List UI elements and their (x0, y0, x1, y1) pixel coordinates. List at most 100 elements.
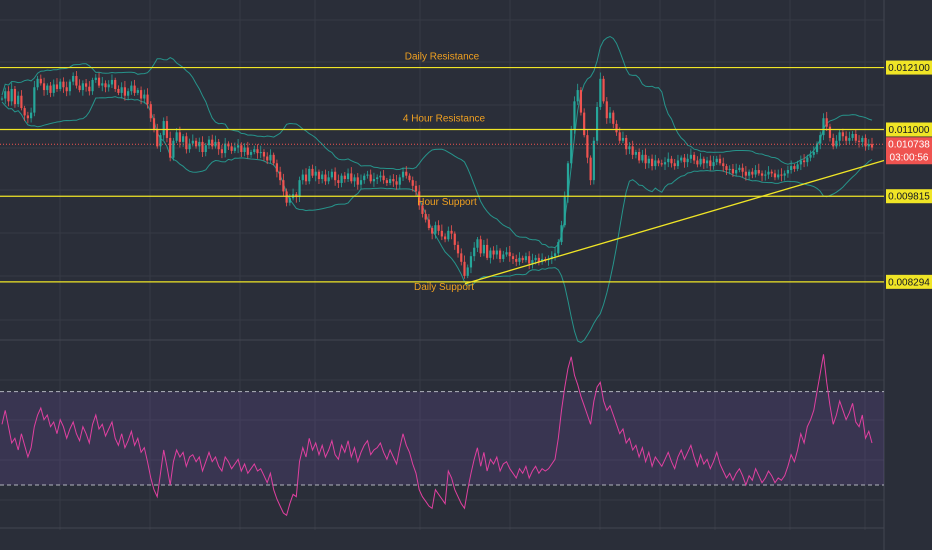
candle-body (854, 134, 857, 141)
candle-body (625, 137, 628, 150)
candle (673, 158, 676, 170)
candle (693, 151, 696, 165)
candle (366, 170, 369, 179)
candle (751, 168, 754, 179)
candle-body (91, 79, 94, 92)
candle (702, 156, 705, 169)
candle (75, 71, 78, 89)
candle-body (828, 126, 832, 138)
candle-body (156, 129, 159, 147)
candle (735, 163, 738, 177)
candle-body (68, 81, 72, 92)
candle-body (809, 154, 812, 158)
candle (579, 87, 583, 116)
rsi-panel (0, 354, 884, 517)
candle (450, 225, 453, 240)
candle-body (7, 91, 10, 102)
bollinger-bands (1, 35, 873, 344)
candle-body (505, 252, 508, 255)
trendline-group (464, 159, 885, 285)
candle-body (612, 112, 615, 124)
candle (835, 135, 838, 149)
candle-body (686, 158, 689, 163)
candle (49, 81, 52, 98)
candle-body (424, 213, 427, 220)
4-hour-resistance-axis-value: 0.011000 (889, 125, 930, 136)
candle-body (10, 88, 13, 102)
candle-body (498, 250, 502, 259)
candle-body (757, 170, 760, 174)
candle-body (773, 173, 777, 178)
candle (256, 144, 259, 159)
candle-body (563, 197, 566, 226)
candle-body (392, 179, 395, 182)
candle (275, 159, 279, 178)
candle-body (39, 78, 42, 84)
trendline (464, 159, 885, 285)
candle-body (819, 135, 822, 144)
candle (123, 80, 126, 101)
candle (731, 163, 735, 178)
candle (845, 131, 848, 146)
candle-body (211, 139, 214, 147)
daily-resistance-label: Daily Resistance (405, 52, 480, 63)
candle-body (508, 252, 511, 257)
candle (350, 167, 353, 184)
candle (560, 220, 563, 246)
candle (809, 150, 812, 162)
candle (369, 169, 372, 184)
candle (796, 160, 799, 172)
candle (453, 231, 456, 250)
candle-body (689, 154, 692, 159)
candle (382, 170, 385, 184)
candle (311, 164, 314, 178)
candle-body (492, 250, 495, 255)
candle (23, 105, 26, 122)
candle-body (13, 88, 17, 105)
candle-body (334, 171, 337, 181)
candle-body (751, 171, 754, 175)
candle (595, 102, 599, 145)
candle-body (644, 154, 647, 164)
candle (495, 244, 498, 259)
candle-body (172, 140, 175, 158)
candle-body (712, 162, 715, 167)
candle-body (553, 253, 557, 257)
candle (657, 158, 660, 167)
candle (528, 251, 531, 270)
candle-body (42, 83, 46, 91)
candle (476, 237, 479, 253)
candle-body (317, 171, 321, 180)
candle-body (411, 180, 414, 186)
candle-body (469, 256, 473, 268)
candle (748, 169, 751, 180)
candle-body (379, 175, 382, 178)
candle-body (431, 228, 434, 234)
candle-body (217, 141, 220, 150)
candle-body (473, 247, 476, 257)
candle (683, 154, 686, 168)
candle-body (110, 79, 114, 85)
candle (437, 220, 440, 236)
candle-body (647, 158, 650, 164)
candle-body (705, 160, 709, 164)
candle-body (194, 140, 198, 147)
candle-body (75, 76, 78, 86)
candle (744, 166, 747, 181)
candle (421, 202, 424, 218)
candle-body (240, 145, 243, 153)
candle (722, 157, 725, 172)
candle-body (256, 149, 259, 154)
candle (308, 165, 311, 185)
candle (650, 154, 654, 171)
candle-body (660, 163, 663, 165)
candles (0, 71, 874, 279)
candle (0, 96, 4, 101)
4-hour-support-axis-tag (886, 189, 932, 204)
candle-body (447, 230, 450, 240)
candle (754, 165, 757, 178)
candle-body (437, 225, 440, 231)
candle-body (476, 239, 479, 248)
candle (10, 82, 13, 106)
